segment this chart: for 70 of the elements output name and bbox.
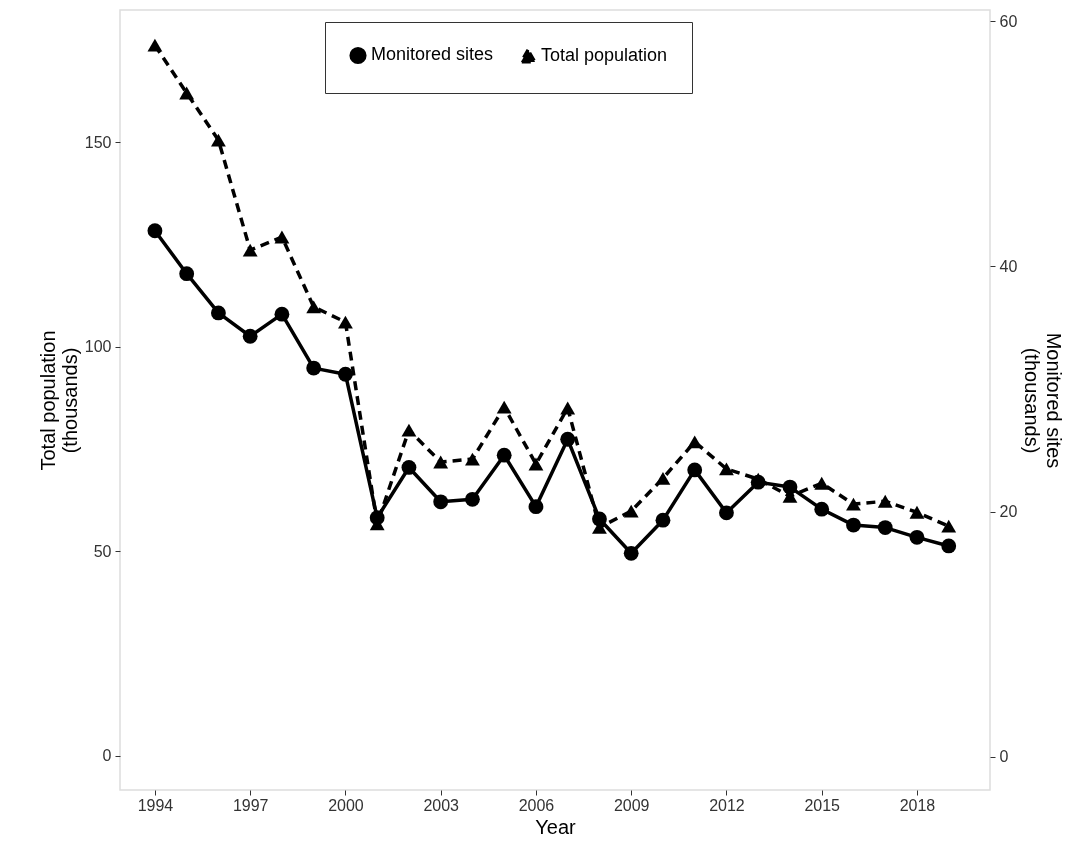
point: [782, 479, 798, 495]
point: [338, 366, 353, 382]
point: [909, 505, 925, 519]
point: [623, 504, 639, 518]
y2-tick-label: 0: [999, 748, 1009, 766]
point: [496, 400, 512, 414]
point: [433, 494, 449, 510]
point: [274, 306, 290, 322]
point: [211, 133, 226, 147]
y-tick-label: 0: [102, 747, 112, 765]
point: [147, 38, 163, 52]
legend-label: Total population: [541, 44, 668, 65]
point: [433, 455, 449, 469]
y2-axis-title: Monitored sites (thousands): [1021, 332, 1066, 469]
point: [369, 510, 385, 526]
point: [941, 519, 957, 533]
x-tick-label: 2009: [613, 796, 650, 814]
point: [655, 471, 671, 485]
point: [338, 315, 353, 329]
x-tick-label: 1997: [232, 796, 269, 814]
x-tick-label: 2012: [709, 796, 745, 814]
point: [465, 452, 480, 466]
point: [846, 497, 861, 511]
point: [941, 538, 957, 554]
point: [814, 476, 830, 490]
point: [147, 223, 163, 239]
y-axis-title: Total population (thousands): [36, 330, 81, 471]
x-tick-label: 2015: [804, 796, 841, 814]
point: [306, 300, 322, 314]
point: [655, 512, 671, 528]
point: [687, 435, 703, 449]
point: [909, 529, 925, 545]
x-tick-label: 2003: [423, 796, 460, 814]
x-axis-title: Year: [535, 815, 577, 838]
y2-tick-label: 40: [999, 257, 1018, 275]
point: [465, 491, 480, 507]
x-tick-label: 2000: [328, 796, 364, 814]
point: [846, 517, 861, 533]
y2-tick-label: 20: [999, 503, 1018, 521]
point: [179, 266, 195, 282]
x-tick-label: 2018: [899, 796, 936, 814]
point: [560, 431, 576, 447]
point: [877, 520, 893, 535]
point: [560, 401, 576, 415]
legend-label: Monitored sites: [371, 44, 494, 65]
point: [274, 230, 290, 244]
y-tick-label: 150: [84, 133, 112, 151]
point: [623, 545, 639, 561]
point: [814, 501, 830, 517]
point: [401, 460, 417, 475]
point: [528, 499, 544, 515]
point: [528, 457, 544, 471]
point: [719, 505, 734, 521]
point: [242, 328, 258, 344]
y-tick-label: 100: [84, 338, 112, 356]
point: [401, 423, 417, 437]
x-tick-label: 2006: [518, 796, 555, 814]
y-tick-label: 50: [93, 542, 112, 560]
point: [179, 86, 195, 100]
point: [877, 494, 893, 508]
point: [496, 447, 512, 463]
point: [306, 360, 322, 376]
y2-tick-label: 60: [999, 12, 1018, 30]
x-tick-label: 1994: [137, 796, 174, 814]
point: [687, 462, 703, 478]
point: [242, 243, 258, 257]
point: [592, 511, 607, 527]
point: [211, 305, 226, 321]
point: [719, 462, 734, 476]
point: [750, 474, 766, 490]
